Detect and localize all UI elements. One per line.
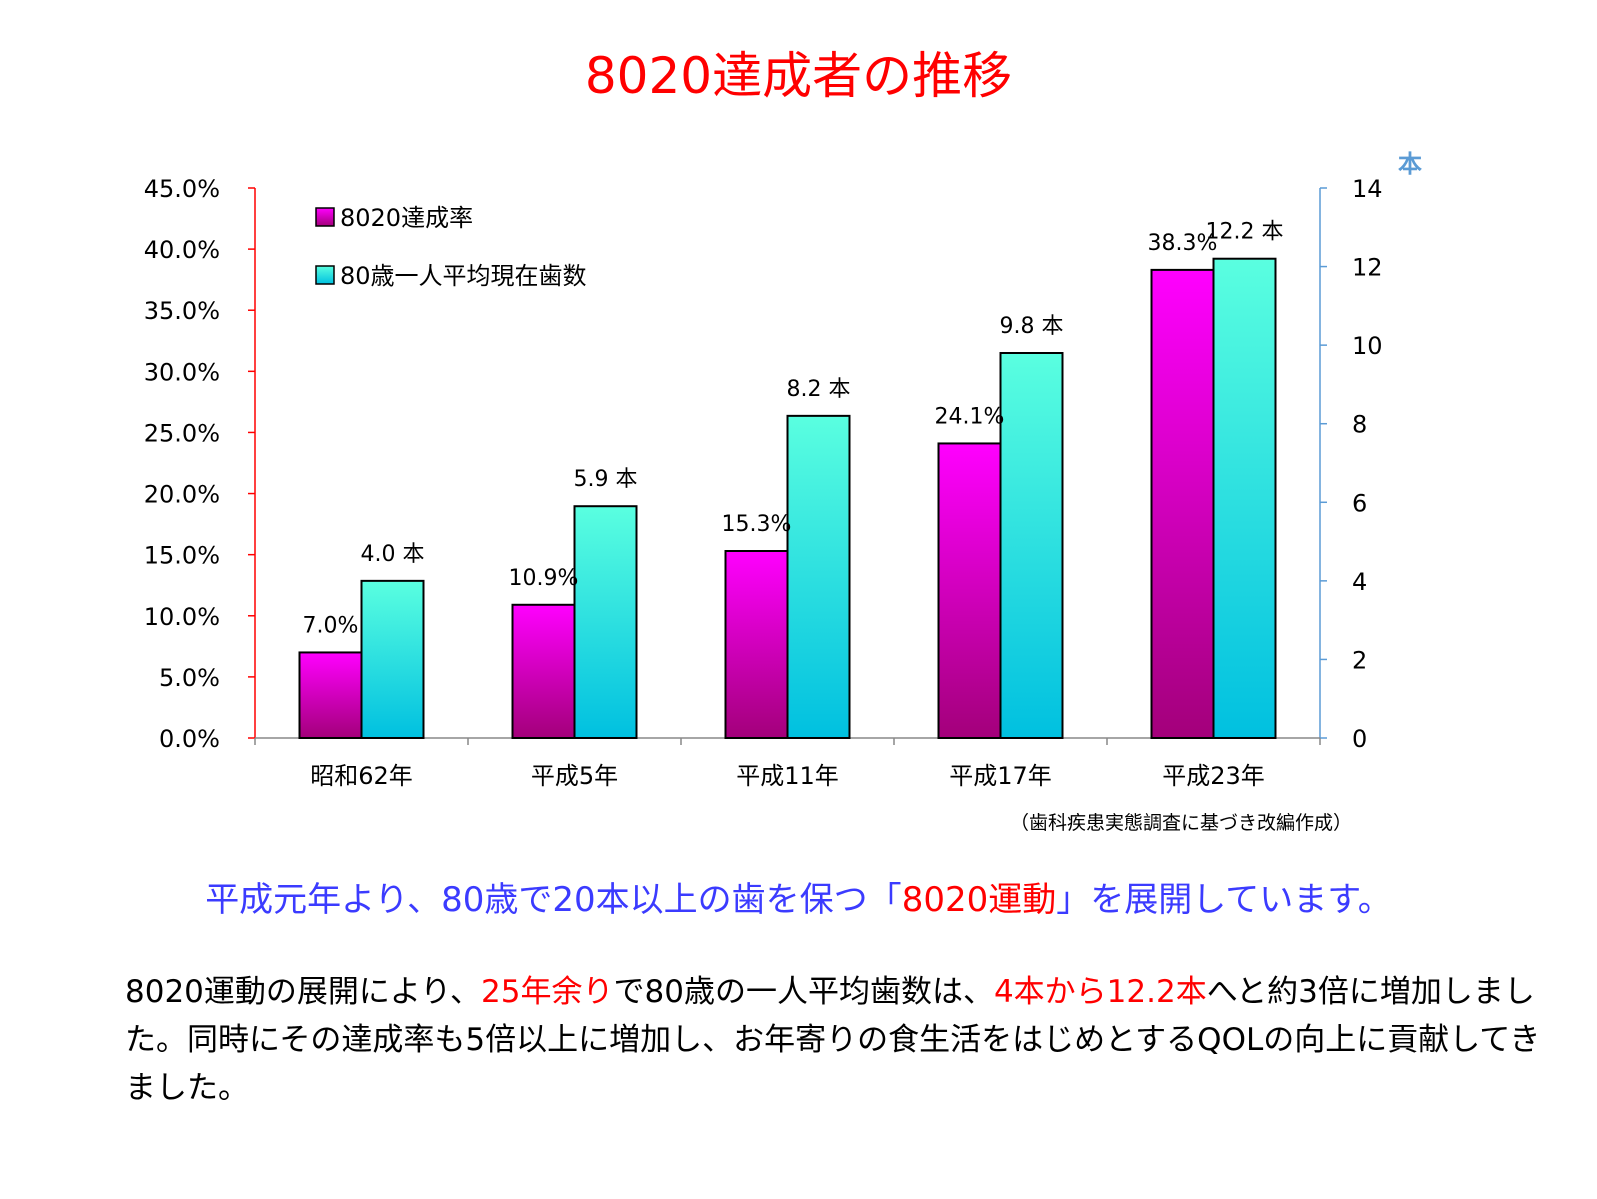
right-tick-label: 4 (1352, 568, 1367, 596)
left-tick-label: 40.0% (144, 236, 220, 264)
tagline-part2: 」を展開しています。 (1056, 880, 1392, 920)
data-label-achievement-rate: 24.1% (935, 404, 1005, 429)
tagline-part1: 平成元年より、80歳で20本以上の歯を保つ「 (205, 880, 902, 920)
left-tick-label: 5.0% (159, 664, 220, 692)
bar-teeth-count (573, 505, 638, 740)
legend-label: 8020達成率 (340, 204, 473, 232)
left-tick-label: 10.0% (144, 603, 220, 631)
bar-teeth-count (1212, 257, 1277, 739)
data-label-achievement-rate: 38.3% (1148, 231, 1218, 256)
data-label-teeth-count: 4.0 本 (361, 542, 425, 567)
data-label-achievement-rate: 15.3% (722, 512, 792, 537)
bar-achievement-rate (724, 550, 789, 739)
left-tick-label: 25.0% (144, 419, 220, 447)
x-tick-label: 平成23年 (1162, 762, 1265, 790)
legend-swatch (315, 265, 335, 285)
body-highlight-years: 25年余り (481, 974, 614, 1010)
data-label-achievement-rate: 10.9% (509, 566, 579, 591)
body-s1: 8020運動の展開により、 (125, 974, 482, 1010)
tagline-highlight: 8020運動 (901, 880, 1057, 920)
right-tick-label: 2 (1352, 646, 1367, 674)
legend-label: 80歳一人平均現在歯数 (340, 262, 587, 290)
page-title: 8020達成者の推移 (584, 47, 1013, 105)
right-tick-label: 0 (1352, 725, 1367, 753)
bar-teeth-count (786, 414, 851, 739)
bar-achievement-rate (298, 651, 363, 740)
data-label-achievement-rate: 7.0% (303, 613, 359, 638)
x-tick-label: 平成17年 (949, 762, 1052, 790)
left-tick-label: 30.0% (144, 358, 220, 386)
right-tick-label: 14 (1352, 175, 1383, 203)
data-label-teeth-count: 8.2 本 (787, 377, 851, 402)
left-tick-label: 0.0% (159, 725, 220, 753)
right-tick-label: 10 (1352, 332, 1383, 360)
bar-achievement-rate (1150, 268, 1215, 739)
bar-achievement-rate (937, 442, 1002, 739)
x-tick-label: 昭和62年 (310, 762, 413, 790)
x-tick-label: 平成11年 (736, 762, 839, 790)
left-tick-label: 15.0% (144, 542, 220, 570)
body-s3: へと約3倍に増加しました。同時にその達成率も5倍以上に増加し、お年寄りの食生活を… (125, 974, 1541, 1106)
tagline: 平成元年より、80歳で20本以上の歯を保つ「8020運動」を展開しています。 (0, 872, 1597, 921)
bar-teeth-count (360, 579, 425, 739)
bar-teeth-count (999, 352, 1064, 739)
data-label-teeth-count: 5.9 本 (574, 467, 638, 492)
right-tick-label: 6 (1352, 489, 1367, 517)
legend-swatch (315, 207, 335, 227)
body-s2: で80歳の一人平均歯数は、 (613, 974, 994, 1010)
right-axis-unit-label: 本 (1398, 150, 1422, 178)
right-tick-label: 8 (1352, 411, 1367, 439)
data-label-teeth-count: 12.2 本 (1206, 220, 1284, 245)
left-tick-label: 35.0% (144, 297, 220, 325)
bar-chart: 0.0%5.0%10.0%15.0%20.0%25.0%30.0%35.0%40… (144, 150, 1422, 790)
source-note: （歯科疾患実態調査に基づき改編作成） (1010, 812, 1353, 834)
body-highlight-teeth: 4本から12.2本 (993, 974, 1207, 1010)
bar-achievement-rate (511, 603, 576, 739)
left-tick-label: 45.0% (144, 175, 220, 203)
x-tick-label: 平成5年 (531, 762, 618, 790)
left-tick-label: 20.0% (144, 481, 220, 509)
description-text: 8020運動の展開により、25年余りで80歳の一人平均歯数は、4本から12.2本… (125, 968, 1565, 1112)
right-tick-label: 12 (1352, 254, 1383, 282)
data-label-teeth-count: 9.8 本 (1000, 314, 1064, 339)
